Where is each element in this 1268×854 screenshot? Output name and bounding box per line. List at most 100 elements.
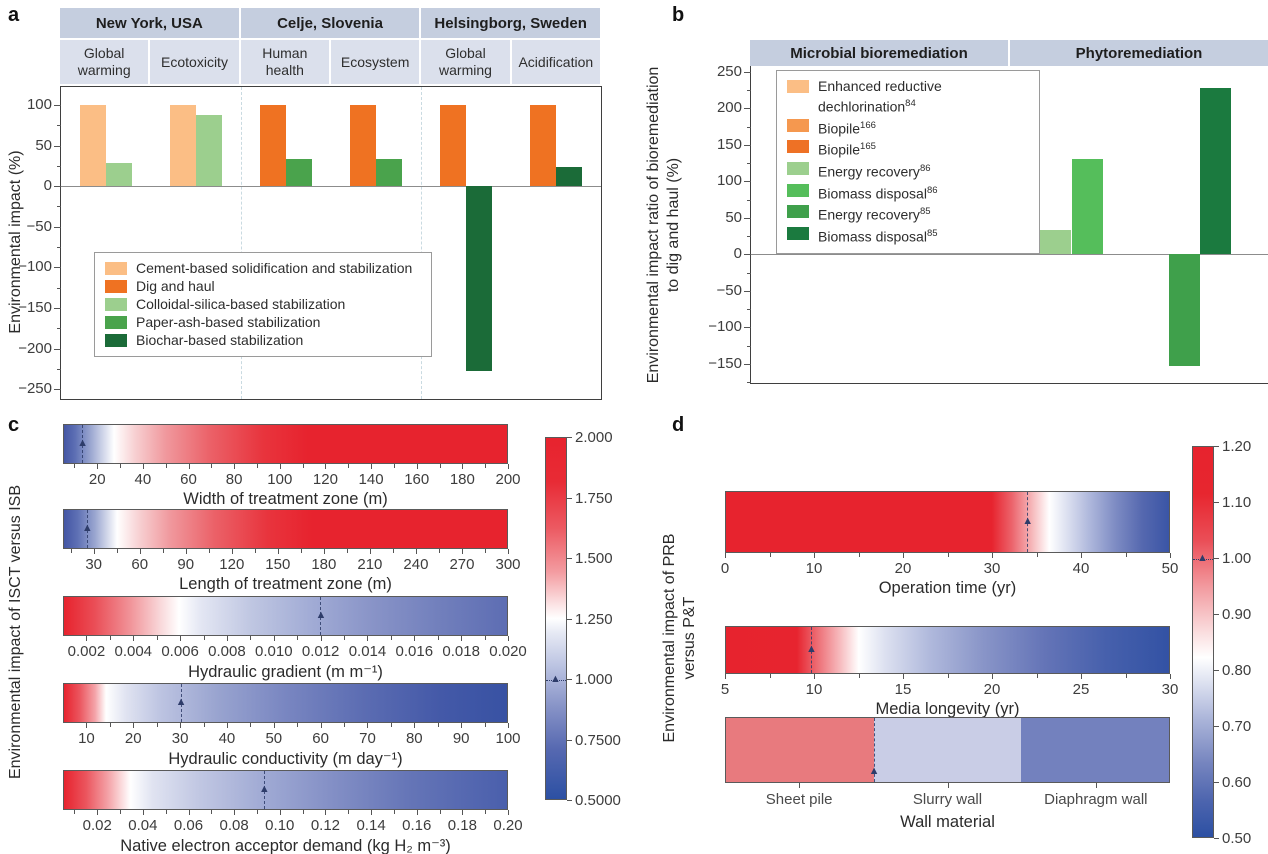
- colorbar-tick-label: 1.750: [575, 489, 613, 507]
- x-tick-label: 0.014: [348, 643, 387, 660]
- segment-sheet-pile: [726, 718, 874, 782]
- colorbar-tick-mark: [567, 558, 572, 559]
- x-minor-tick-mark: [1036, 553, 1038, 557]
- x-minor-tick-mark: [302, 810, 304, 814]
- x-minor-tick-mark: [437, 636, 439, 640]
- x-tick-label: 30: [983, 560, 1001, 577]
- x-tick-mark: [371, 464, 373, 469]
- x-minor-tick-mark: [70, 549, 72, 553]
- x-tick-mark: [814, 553, 815, 558]
- colorbar-tick-mark: [1214, 502, 1219, 503]
- x-tick-label: 0.02: [82, 817, 112, 834]
- x-tick-label: 0.018: [442, 643, 480, 660]
- x-tick-label: 270: [449, 556, 475, 573]
- x-minor-tick-mark: [858, 553, 860, 557]
- x-tick-mark: [992, 553, 993, 558]
- y-minor-tick-mark: [747, 345, 751, 347]
- legend-swatch: [787, 80, 809, 93]
- x-minor-tick-mark: [947, 553, 949, 557]
- colorbar-tick-mark: [1214, 670, 1219, 671]
- colorbar-tick-mark: [1214, 838, 1219, 839]
- legend-label: Colloidal-silica-based stabilization: [136, 296, 346, 312]
- x-axis-label: Width of treatment zone (m): [183, 490, 388, 508]
- legend-label: Biopile165: [818, 141, 876, 158]
- y-minor-tick-mark: [57, 368, 61, 370]
- bar-biomass-disposal-86: [1072, 159, 1104, 255]
- x-minor-tick-mark: [256, 810, 258, 814]
- marker-line: [873, 718, 875, 782]
- x-tick-label: 60: [131, 556, 149, 573]
- x-tick-mark: [226, 723, 228, 728]
- legend-item-enhanced-reductive-dechlorination-84: Enhanced reductive dechlorination84: [787, 78, 1029, 116]
- legend-label-superscript: 86: [919, 162, 931, 174]
- panel-b-letter: b: [672, 4, 685, 26]
- x-tick-label: 0.20: [493, 817, 523, 834]
- legend-label-superscript: 85: [926, 227, 938, 239]
- x-tick-label: 40: [218, 730, 236, 747]
- header-category-ecotoxicity: Ecotoxicity: [150, 40, 239, 84]
- x-tick-mark: [320, 636, 322, 641]
- x-tick-label: 120: [312, 471, 338, 488]
- y-tick-label: −250: [18, 380, 52, 398]
- x-tick-label: 10: [805, 681, 823, 698]
- x-tick-label: 60: [180, 471, 197, 488]
- x-minor-tick-mark: [439, 810, 441, 814]
- x-tick-mark: [139, 549, 141, 554]
- x-axis-label: Operation time (yr): [878, 579, 1017, 597]
- x-tick-mark: [1081, 674, 1082, 679]
- x-tick-mark: [1095, 783, 1097, 788]
- zero-line: [751, 254, 1268, 256]
- x-tick-label: 0.16: [402, 817, 432, 834]
- colorbar-tick-label: 0.80: [1222, 662, 1252, 679]
- x-tick-label: 80: [405, 730, 423, 747]
- x-minor-tick-mark: [769, 674, 771, 678]
- legend-swatch: [105, 280, 127, 293]
- colorbar-tick-label: 0.60: [1222, 774, 1252, 791]
- x-tick-mark: [508, 549, 509, 554]
- x-axis-label: Media longevity (yr): [875, 700, 1020, 718]
- y-minor-tick-mark: [747, 309, 751, 311]
- x-tick-mark: [461, 549, 463, 554]
- colorbar-tick-label: 0.7500: [575, 731, 621, 749]
- x-tick-mark: [234, 810, 236, 815]
- x-tick-label: 140: [358, 471, 384, 488]
- legend-swatch: [787, 161, 809, 175]
- colorbar-tick-label: 0.5000: [575, 792, 621, 809]
- legend-label: Energy recovery86: [818, 162, 931, 180]
- x-tick-label: 0.10: [265, 817, 295, 834]
- x-tick-mark: [1170, 553, 1171, 558]
- x-tick-label: 0.010: [255, 643, 293, 660]
- marker-line: [82, 425, 84, 463]
- marker-line: [86, 510, 88, 548]
- x-tick-label: 25: [1072, 681, 1090, 698]
- x-tick-mark: [277, 549, 279, 554]
- segment-label-diaphragm-wall: Diaphragm wall: [1044, 791, 1148, 808]
- marker-triangle-icon: ▲: [806, 643, 817, 655]
- y-minor-tick-mark: [57, 247, 61, 249]
- legend-label: Enhanced reductive dechlorination84: [818, 78, 942, 115]
- x-tick-label: 20: [894, 560, 912, 577]
- legend-item-energy-recovery-86: Energy recovery86: [787, 160, 1029, 181]
- x-tick-mark: [416, 810, 418, 815]
- x-tick-mark: [992, 674, 993, 679]
- x-tick-mark: [323, 549, 325, 554]
- bar-paper-ash-based-stabilization: [286, 159, 312, 187]
- legend-item-colloidal-silica-based-stabilization: Colloidal-silica-based stabilization: [105, 296, 421, 313]
- x-tick-label: 100: [267, 471, 293, 488]
- legend-swatch: [105, 316, 127, 329]
- x-tick-mark: [188, 464, 190, 469]
- x-tick-mark: [414, 723, 416, 728]
- legend-swatch: [787, 183, 809, 197]
- x-minor-tick-mark: [437, 723, 439, 727]
- legend-label: Biomass disposal86: [818, 184, 938, 202]
- x-tick-mark: [320, 723, 322, 728]
- x-minor-tick-mark: [254, 549, 256, 553]
- x-tick-mark: [508, 810, 509, 815]
- colorbar-tick-label: 1.00: [1222, 550, 1252, 567]
- bar-biochar-based-stabilization: [466, 186, 492, 372]
- heat-bar-operation-time-yr: ▲: [725, 491, 1170, 553]
- colorbar: ▲: [545, 437, 567, 800]
- legend-label: Paper-ash-based stabilization: [136, 314, 321, 330]
- x-tick-label: 0.016: [395, 643, 434, 660]
- y-tick-label: −100: [708, 318, 742, 336]
